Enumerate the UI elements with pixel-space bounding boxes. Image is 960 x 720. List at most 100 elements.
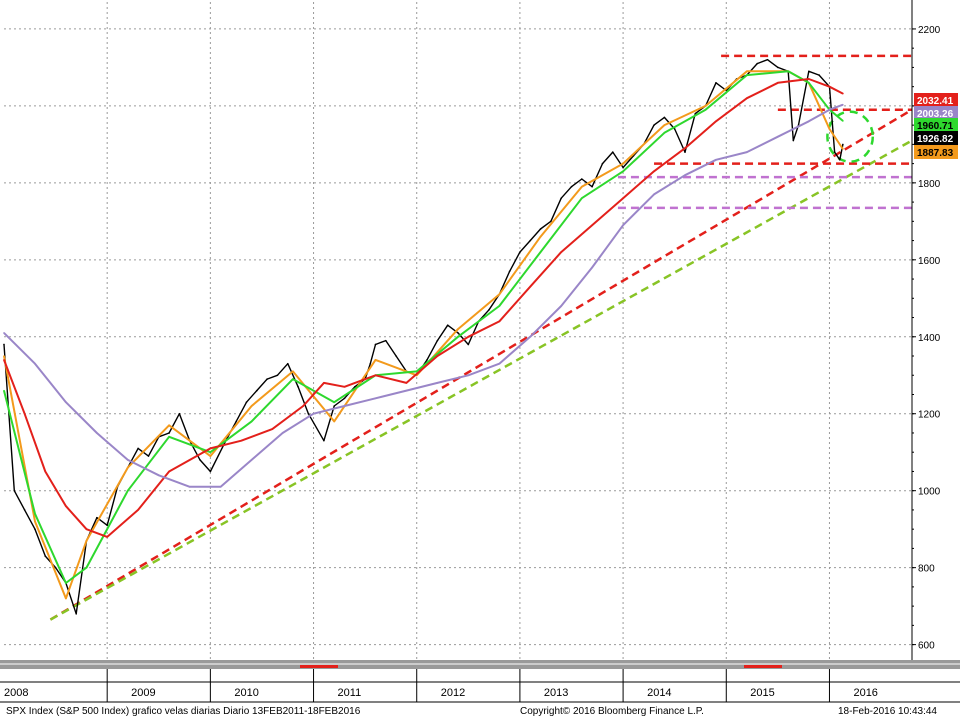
series-point: [137, 447, 139, 450]
series-point: [539, 228, 542, 230]
series-point: [44, 470, 47, 473]
series-point: [23, 412, 26, 415]
series-point: [157, 474, 160, 477]
series-point: [842, 143, 844, 146]
series-point: [85, 566, 88, 569]
series-point: [756, 62, 759, 65]
y-tick-label: 1000: [918, 487, 941, 498]
price-tag: [914, 145, 958, 159]
highlight-ellipse: [826, 110, 875, 163]
series-point: [343, 385, 346, 388]
series-point: [374, 397, 377, 400]
series-point: [168, 436, 170, 438]
series-point: [168, 470, 170, 473]
series-point: [96, 516, 98, 519]
x-axis: 2008 2009 2010 2011 2012 2013 2014 2015 2016: [0, 660, 960, 703]
series-point: [808, 70, 810, 73]
series-point: [245, 401, 248, 403]
series-point: [374, 343, 377, 346]
series-point: [3, 359, 5, 361]
series-point: [622, 166, 624, 169]
price-tag: [914, 93, 958, 107]
series-point: [302, 405, 305, 407]
price-tag-label: 1960.71: [917, 121, 954, 132]
series-point: [405, 389, 408, 392]
series-point: [250, 459, 253, 461]
x-tick-label: 2011: [338, 687, 362, 699]
series-point: [457, 332, 459, 334]
series-point: [570, 185, 573, 188]
y-tick-label: 1800: [918, 179, 941, 190]
series-point: [374, 359, 377, 361]
x-tick-label: 2008: [4, 687, 28, 699]
series-point: [323, 439, 325, 442]
series-point: [663, 124, 666, 126]
series-point: [34, 528, 36, 530]
series-point: [715, 158, 717, 161]
series-point: [684, 174, 686, 176]
series-point: [178, 412, 181, 415]
series-point: [653, 124, 655, 126]
series-point: [23, 509, 26, 511]
series-point: [746, 70, 748, 73]
series-point: [581, 178, 583, 180]
x-tick-label: 2013: [544, 687, 568, 699]
price-tag: [914, 106, 958, 120]
series-point: [415, 370, 418, 373]
series-point: [611, 151, 614, 153]
series-point: [694, 112, 697, 115]
series-point: [44, 555, 47, 557]
series-point: [581, 197, 583, 200]
series-point: [343, 405, 346, 407]
series-point: [3, 343, 5, 346]
series-point: [467, 374, 470, 377]
series: [3, 58, 844, 615]
series-point: [787, 70, 789, 73]
series-point: [622, 162, 624, 165]
annotations: [49, 54, 913, 621]
x-tick-label: 2010: [234, 687, 258, 699]
series-point: [127, 466, 129, 469]
series-point: [715, 82, 717, 84]
series-point: [842, 120, 844, 122]
series-point: [746, 97, 748, 99]
series-point: [828, 108, 831, 111]
series-point: [276, 374, 279, 377]
series-point: [808, 78, 810, 80]
series-point: [333, 405, 335, 407]
series-point: [519, 251, 521, 253]
series-point: [343, 397, 346, 400]
series-point: [591, 224, 593, 226]
series-point: [792, 139, 795, 142]
y-tick-label: 600: [918, 641, 935, 652]
price-tag-label: 1887.83: [917, 148, 954, 159]
series-point: [333, 420, 335, 423]
series-point: [436, 355, 439, 357]
price-tag-label: 2003.26: [917, 109, 954, 120]
series-point: [65, 582, 67, 584]
series-point: [446, 324, 449, 327]
series-point: [333, 401, 335, 403]
series-point: [96, 432, 98, 434]
price-tag: [914, 131, 958, 145]
series-point: [3, 332, 5, 334]
series-point: [828, 85, 831, 88]
x-tick-label: 2009: [131, 687, 155, 699]
series-point: [250, 420, 253, 423]
series-point: [539, 251, 542, 253]
series-point: [209, 470, 212, 473]
series-point: [354, 385, 356, 388]
series-point: [842, 148, 844, 150]
series-point: [529, 335, 532, 338]
series-point: [498, 305, 501, 307]
series-point: [54, 566, 57, 569]
trend-line: [49, 108, 913, 621]
series-point: [498, 362, 501, 365]
series-point: [405, 382, 408, 384]
series-point: [808, 120, 810, 123]
series-point: [106, 536, 108, 538]
series-point: [488, 309, 490, 311]
series-point: [147, 455, 150, 457]
grid-lines: [4, 2, 912, 660]
y-tick-label: 2200: [918, 25, 941, 36]
